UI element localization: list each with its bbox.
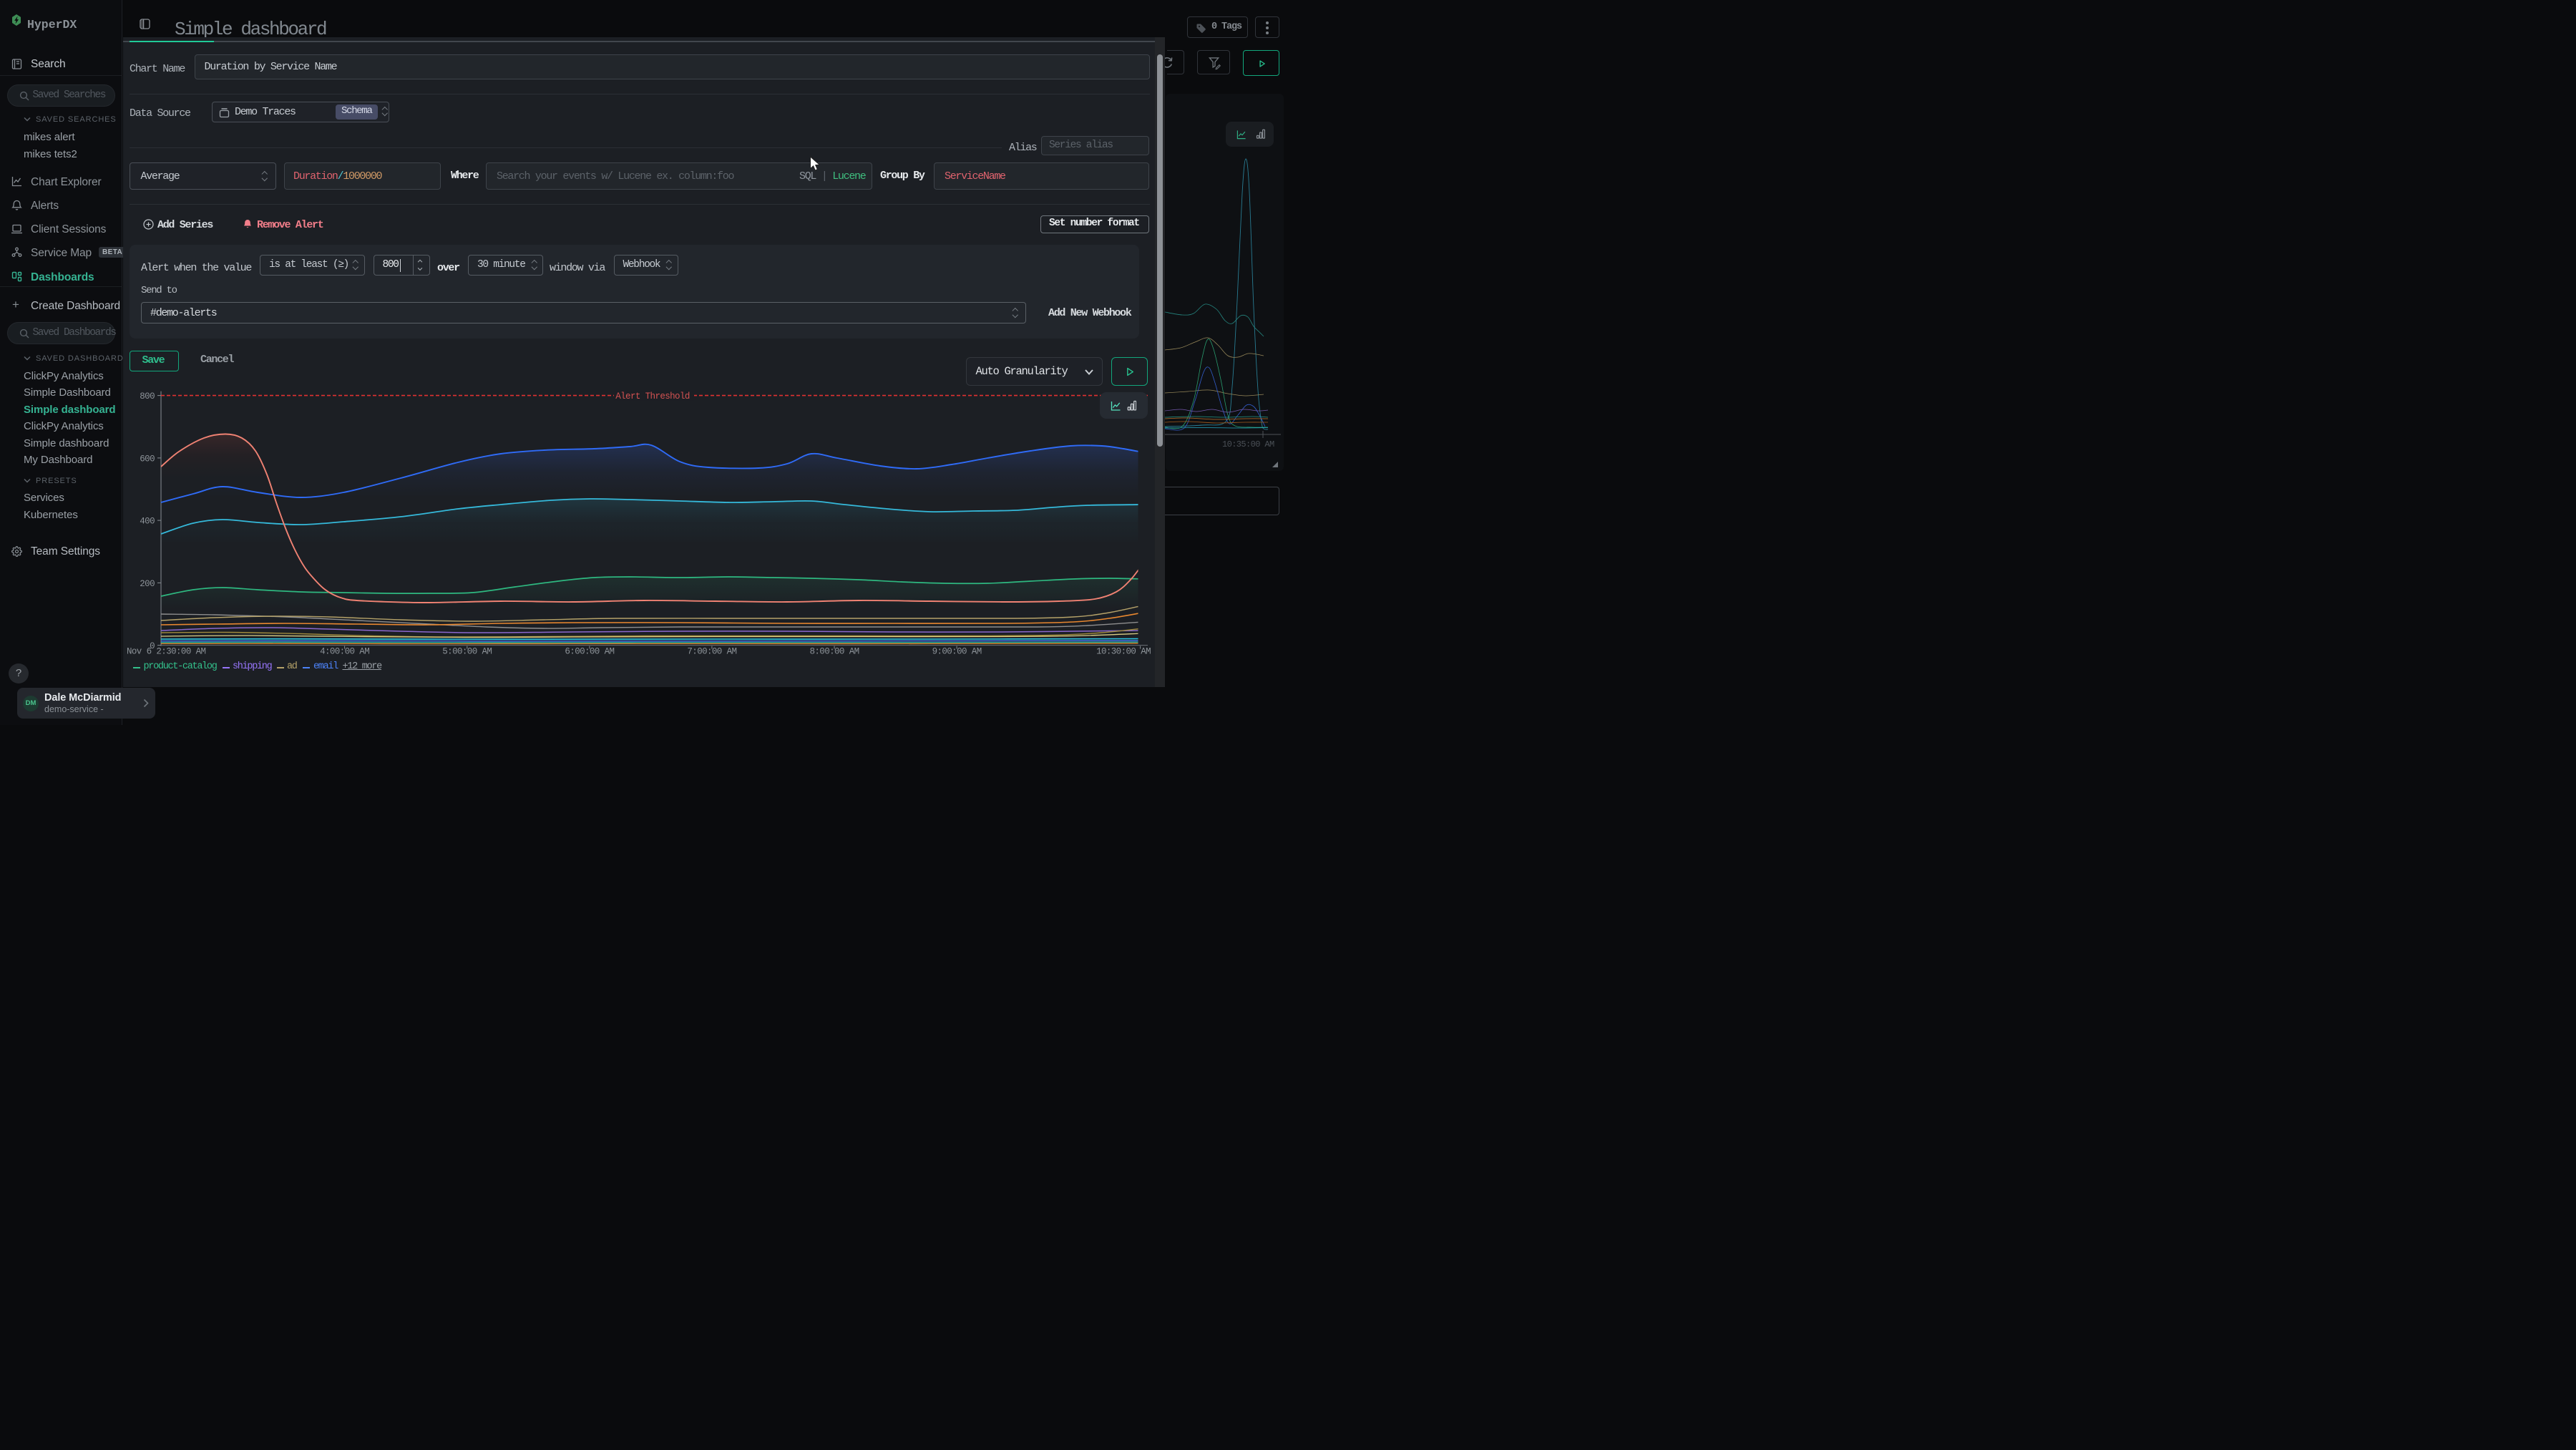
svg-text:800: 800 bbox=[140, 391, 155, 402]
svg-text:Nov 6 2:30:00 AM: Nov 6 2:30:00 AM bbox=[127, 647, 206, 657]
svg-text:400: 400 bbox=[140, 517, 155, 527]
svg-text:6:00:00 AM: 6:00:00 AM bbox=[565, 647, 614, 657]
svg-text:5:00:00 AM: 5:00:00 AM bbox=[442, 647, 492, 657]
svg-text:9:00:00 AM: 9:00:00 AM bbox=[932, 647, 982, 657]
svg-text:0: 0 bbox=[150, 641, 155, 651]
svg-text:10:35:00 AM: 10:35:00 AM bbox=[1222, 439, 1274, 449]
svg-text:4:00:00 AM: 4:00:00 AM bbox=[320, 647, 369, 657]
svg-text:600: 600 bbox=[140, 454, 155, 464]
svg-text:8:00:00 AM: 8:00:00 AM bbox=[809, 647, 859, 657]
svg-text:Alert Threshold: Alert Threshold bbox=[615, 391, 690, 402]
svg-text:7:00:00 AM: 7:00:00 AM bbox=[687, 647, 736, 657]
svg-text:10:30:00 AM: 10:30:00 AM bbox=[1096, 647, 1151, 657]
svg-text:200: 200 bbox=[140, 579, 155, 589]
